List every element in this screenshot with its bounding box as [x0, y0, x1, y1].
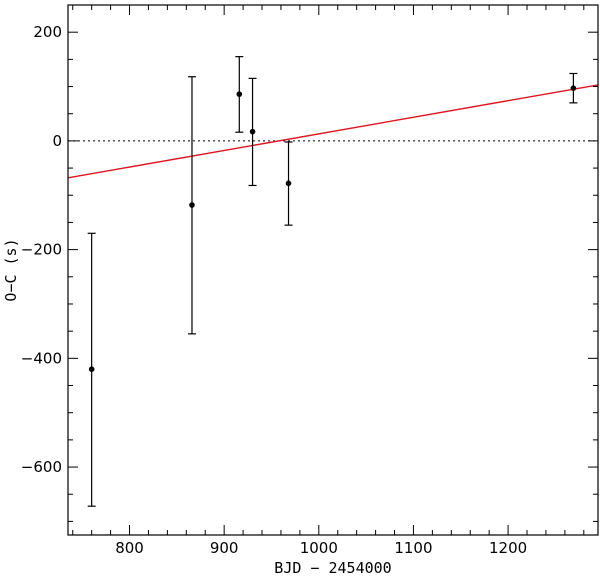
- x-axis-label: BJD − 2454000: [274, 559, 391, 576]
- plot-frame: [67, 4, 599, 536]
- x-tick-label: 1000: [300, 539, 338, 557]
- data-marker: [249, 128, 256, 135]
- y-tick-label: 0: [52, 132, 62, 150]
- data-point-6: [569, 72, 578, 104]
- fit-line: [68, 84, 598, 179]
- y-tick-label: −600: [21, 458, 62, 476]
- data-point-2: [187, 76, 196, 335]
- x-tick-label: 800: [115, 539, 144, 557]
- y-tick-label: 200: [33, 23, 62, 41]
- y-tick-label: −400: [21, 349, 62, 367]
- data-marker: [189, 202, 195, 208]
- data-point-1: [87, 232, 96, 507]
- x-tick-label: 900: [210, 539, 239, 557]
- data-point-3: [235, 56, 244, 133]
- y-axis-label: O−C (s): [2, 238, 20, 301]
- data-point-5: [284, 141, 293, 226]
- y-tick-label: −200: [21, 241, 62, 259]
- data-point-4: [248, 77, 257, 187]
- axes: 800 900 1000 1100 1200 −600 −400 −200 0 200: [21, 4, 599, 557]
- data-marker: [570, 85, 577, 91]
- x-tick-label: 1100: [394, 539, 432, 557]
- plot-area: [68, 56, 598, 507]
- x-tick-label: 1200: [489, 539, 527, 557]
- data-marker: [285, 180, 292, 187]
- data-marker: [236, 91, 243, 97]
- data-marker: [88, 366, 95, 373]
